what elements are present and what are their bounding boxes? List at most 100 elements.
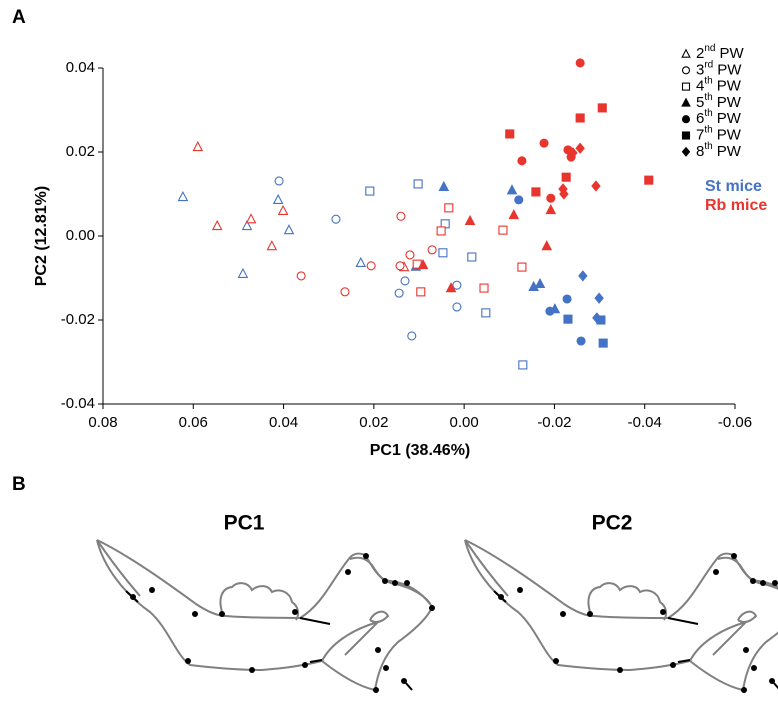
- panel-label: A: [12, 7, 26, 28]
- legend-marker: [681, 146, 691, 157]
- point: [438, 248, 448, 258]
- legend-suffix: nd: [704, 43, 715, 54]
- legend-suffix: rd: [704, 59, 713, 70]
- point: [177, 190, 189, 202]
- point: [400, 276, 410, 286]
- x-tick-label: 0.08: [88, 414, 117, 431]
- x-tick-label: 0.00: [450, 414, 479, 431]
- point: [505, 129, 515, 139]
- legend-suffix: th: [704, 108, 712, 119]
- point: [498, 225, 508, 235]
- point: [444, 203, 454, 213]
- y-tick-label: -0.04: [61, 395, 95, 412]
- legend-suffix: th: [704, 92, 712, 103]
- legend-group: St mice: [705, 178, 762, 195]
- legend-unit: PW: [717, 61, 742, 78]
- point: [396, 211, 406, 221]
- point: [545, 203, 557, 215]
- point: [541, 240, 553, 251]
- legend-label: 4th PW: [696, 75, 742, 94]
- point: [417, 258, 429, 270]
- point: [562, 294, 572, 304]
- point: [266, 240, 278, 251]
- legend-unit: PW: [717, 94, 742, 111]
- point: [436, 226, 446, 236]
- point: [575, 113, 585, 123]
- x-tick-label: -0.02: [537, 414, 571, 431]
- point: [561, 172, 571, 182]
- legend-group: Rb mice: [705, 197, 767, 214]
- y-axis-label: PC2 (12.81%): [33, 186, 50, 287]
- point: [464, 214, 476, 226]
- point: [517, 156, 527, 166]
- point: [597, 103, 607, 113]
- legend-unit: PW: [717, 110, 742, 127]
- point: [575, 58, 585, 68]
- legend-suffix: th: [704, 140, 712, 151]
- point: [241, 219, 253, 231]
- x-tick-label: -0.04: [628, 414, 662, 431]
- legend-ordinal: 8: [696, 143, 704, 160]
- x-tick-label: 0.04: [269, 414, 298, 431]
- point: [576, 336, 586, 346]
- point: [395, 261, 405, 271]
- point: [366, 261, 376, 271]
- legend-marker: [681, 131, 691, 140]
- point: [644, 175, 654, 185]
- point: [340, 287, 350, 297]
- legend-label: 3rd PW: [696, 59, 742, 78]
- point: [534, 277, 546, 289]
- legend-marker: [681, 82, 691, 91]
- panel-label: B: [12, 474, 26, 495]
- point: [517, 262, 527, 272]
- point: [598, 338, 608, 348]
- point: [405, 250, 415, 260]
- point: [192, 140, 204, 152]
- legend-suffix: th: [704, 124, 712, 135]
- point: [546, 193, 556, 203]
- point: [594, 292, 604, 304]
- legend-label: 2nd PW: [696, 43, 744, 62]
- point: [531, 187, 541, 197]
- legend-unit: PW: [717, 78, 742, 95]
- legend-ordinal: 5: [696, 94, 704, 111]
- point: [539, 138, 549, 148]
- point: [452, 280, 462, 290]
- point: [568, 147, 578, 159]
- legend-label: 5th PW: [696, 92, 742, 111]
- x-tick-label: 0.06: [179, 414, 208, 431]
- point: [592, 312, 602, 324]
- y-tick-label: 0.04: [66, 59, 95, 76]
- point: [591, 180, 601, 192]
- drawing-title: PC1: [224, 512, 265, 535]
- legend-unit: PW: [717, 126, 742, 143]
- point: [331, 214, 341, 224]
- point: [518, 360, 528, 370]
- points: [177, 58, 654, 370]
- x-tick-label: 0.02: [359, 414, 388, 431]
- point: [274, 176, 284, 186]
- legend-label: 8th PW: [696, 140, 742, 159]
- legend-unit: PW: [719, 45, 744, 62]
- mandible-drawing: [96, 539, 436, 694]
- point: [277, 204, 289, 215]
- point: [514, 195, 524, 205]
- point: [296, 271, 306, 281]
- point: [479, 283, 489, 293]
- point: [438, 180, 450, 192]
- point: [237, 267, 249, 278]
- point: [394, 288, 404, 298]
- point: [407, 331, 417, 341]
- legend-ordinal: 7: [696, 126, 704, 143]
- point: [211, 219, 223, 231]
- legend-marker: [681, 115, 691, 124]
- point: [245, 213, 257, 224]
- legend-ordinal: 3: [696, 61, 704, 78]
- legend-label: 7th PW: [696, 124, 742, 143]
- point: [365, 186, 375, 196]
- y-tick-label: 0.02: [66, 143, 95, 160]
- y-tick-label: -0.02: [61, 311, 95, 328]
- point: [575, 142, 585, 154]
- point: [563, 314, 573, 324]
